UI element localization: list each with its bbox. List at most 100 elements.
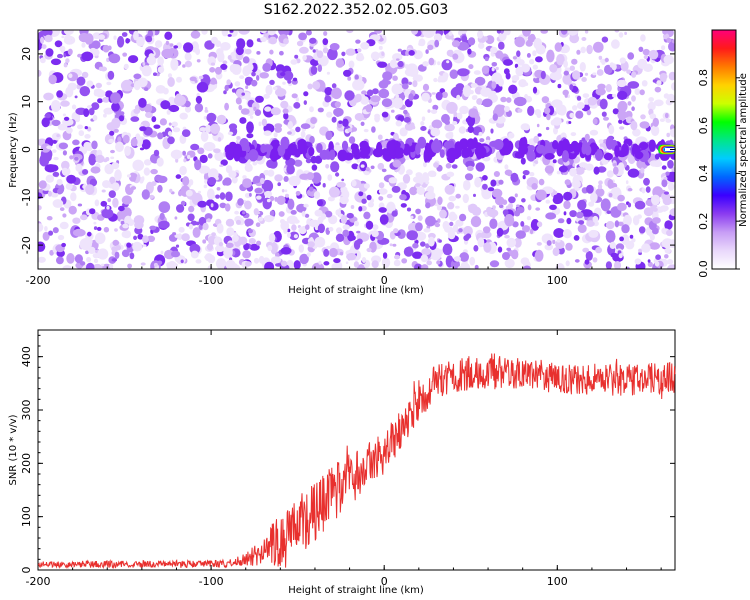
noise-blob [520,157,526,165]
noise-blob [382,71,393,81]
noise-blob [381,257,391,268]
noise-blob [477,30,484,39]
noise-blob [48,230,54,236]
dc-line-blob [493,139,504,150]
noise-blob [267,245,273,252]
noise-blob [647,261,653,267]
noise-blob [53,156,59,161]
noise-blob [266,198,271,203]
noise-blob [448,49,454,58]
noise-blob [90,166,101,174]
noise-blob [286,228,291,233]
spectrogram-x-ticks: -200 -100 0 100 [26,30,662,287]
colorbar: 0.0 0.2 0.4 0.6 0.8 Normalized spectral ampl… [697,29,749,278]
noise-blob [195,221,200,226]
noise-blob [46,216,53,221]
noise-blob [122,52,128,57]
noise-blob [654,86,662,93]
noise-blob [283,67,288,71]
noise-blob [444,184,455,195]
snr-panel: -200 -100 0 100 0 100 200 300 400 Height of str… [8,329,676,596]
noise-blob [494,196,505,206]
noise-blob [654,153,660,160]
noise-blob [462,193,469,204]
noise-blob [182,64,186,68]
noise-blob [142,235,149,243]
dc-line-blob [518,144,529,155]
noise-blob [671,39,675,44]
noise-blob [606,170,614,178]
noise-blob [578,220,585,225]
noise-blob [176,76,182,83]
noise-blob [335,172,340,177]
noise-blob [546,49,555,63]
noise-blob [342,118,349,128]
noise-blob [303,203,309,208]
noise-blob [252,161,258,166]
noise-blob [473,95,478,100]
noise-blob [436,205,442,211]
noise-blob [242,56,250,64]
noise-blob [595,87,606,96]
noise-blob [293,102,301,109]
noise-blob [386,193,393,199]
noise-blob [83,141,91,150]
noise-blob [617,221,624,226]
noise-blob [56,256,64,265]
noise-blob [182,176,190,186]
noise-blob [370,95,381,103]
noise-blob [664,254,669,259]
noise-blob [59,221,69,230]
noise-blob [268,36,278,45]
noise-blob [575,167,585,175]
noise-blob [161,48,174,59]
noise-blob [211,232,217,237]
noise-blob [288,175,301,187]
noise-blob [172,127,181,133]
noise-blob [571,179,581,189]
noise-blob [302,55,307,61]
noise-blob [510,172,519,183]
noise-blob [593,41,604,53]
noise-blob [133,235,138,240]
noise-blob [210,203,214,208]
noise-blob [87,231,92,237]
colorbar-tick-label: 0.8 [697,69,710,87]
noise-blob [38,205,42,211]
noise-blob [530,219,540,231]
noise-blob [438,239,442,243]
noise-blob [79,238,93,251]
noise-blob [204,213,213,221]
noise-blob [92,253,100,259]
noise-blob [147,30,154,38]
noise-blob [225,218,235,227]
noise-blob [534,249,544,262]
noise-blob [401,77,409,86]
noise-blob [343,69,352,77]
noise-blob [41,117,50,128]
noise-blob [266,159,276,169]
noise-blob [564,93,568,98]
noise-blob [554,71,561,77]
y-tick-label: 10 [20,95,33,109]
noise-blob [157,56,165,66]
noise-blob [449,69,458,79]
noise-blob [669,128,675,138]
noise-blob [569,210,577,218]
noise-blob [311,219,320,228]
noise-blob [144,87,149,91]
noise-blob [473,245,479,252]
noise-blob [412,251,423,259]
noise-blob [299,46,309,54]
noise-blob [59,207,65,212]
noise-blob [42,231,50,241]
noise-blob [470,216,482,228]
noise-blob [391,84,404,95]
noise-blob [412,242,419,249]
noise-blob [286,215,298,225]
noise-blob [165,40,169,46]
noise-blob [584,72,589,76]
y-tick-label: 400 [20,346,33,367]
noise-blob [256,211,261,215]
noise-blob [100,263,105,267]
